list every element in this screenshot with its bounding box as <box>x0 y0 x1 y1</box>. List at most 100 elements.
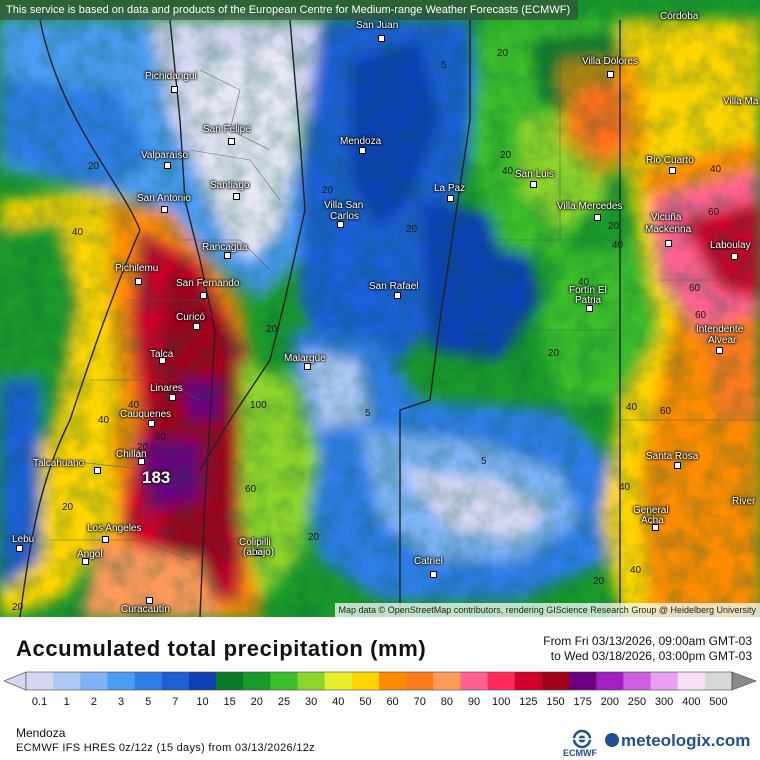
meteologix-brand[interactable]: meteologix.com <box>605 731 750 751</box>
city-label-san-felipe: San Felipe <box>203 124 251 135</box>
scale-swatch <box>161 672 190 690</box>
city-label-san-fernando: San Fernando <box>176 278 240 289</box>
city-label-pichilemu: Pichilemu <box>115 263 159 274</box>
city-marker <box>430 571 437 578</box>
city-marker <box>716 347 723 354</box>
contour-label: 5 <box>441 60 447 71</box>
city-label-santa-rosa: Santa Rosa <box>646 451 699 462</box>
scale-label: 30 <box>304 696 318 708</box>
city-marker <box>669 167 676 174</box>
city-marker <box>652 524 659 531</box>
map-attribution[interactable]: Map data © OpenStreetMap contributors, r… <box>334 603 760 617</box>
city-label-laboulaye: Laboulay <box>710 240 751 251</box>
city-marker <box>228 138 235 145</box>
scale-label: 10 <box>196 696 209 708</box>
city-marker <box>82 558 89 565</box>
contour-label: 5 <box>481 456 487 467</box>
precipitation-map[interactable]: This service is based on data and produc… <box>0 0 760 617</box>
scale-label: 150 <box>546 696 565 708</box>
contour-label: 20 <box>593 576 605 587</box>
city-marker <box>102 536 109 543</box>
contour-label: 60 <box>689 283 701 294</box>
city-label-villa-mercedes: Villa Mercedes <box>557 201 623 212</box>
scale-swatch <box>243 672 271 690</box>
city-marker <box>607 71 614 78</box>
city-marker <box>16 545 23 552</box>
city-label-villa-san: Villa San <box>324 200 364 211</box>
scale-swatch <box>623 672 652 690</box>
city-label-mackenna: Mackenna <box>645 224 692 235</box>
scale-label: 0.1 <box>31 696 48 708</box>
contour-label: 20 <box>406 224 418 235</box>
city-marker <box>171 86 178 93</box>
scale-swatch <box>433 672 461 690</box>
city-marker <box>394 292 401 299</box>
color-scale-bar <box>4 671 756 691</box>
scale-swatch <box>216 672 244 690</box>
city-label-patria: Patria <box>575 295 602 306</box>
scale-label: 100 <box>492 696 511 708</box>
city-label-talca: Talca <box>150 349 174 360</box>
city-label-san-luis: San Luis <box>515 169 554 180</box>
city-label-acha: Acha <box>641 515 664 526</box>
scale-label: 5 <box>145 696 152 708</box>
city-label-san-antonio: San Antonio <box>137 193 191 204</box>
scale-label: 15 <box>223 696 236 708</box>
city-marker <box>304 363 311 370</box>
scale-swatch <box>487 672 516 690</box>
contour-label: 20 <box>500 150 512 161</box>
coastline <box>19 19 141 617</box>
contour-label: 60 <box>708 207 720 218</box>
color-scale-labels: 0.1 1 2 3 5 7 10 15 20 25 30 40 50 60 70 80 90 100 125 150 1… <box>0 696 760 710</box>
scale-label: 400 <box>682 696 701 708</box>
city-marker <box>594 214 601 221</box>
city-label-rancagua: Rancagua <box>202 242 248 253</box>
contour-label: 40 <box>710 164 722 175</box>
city-marker <box>337 221 344 228</box>
scale-label: 1 <box>63 696 70 708</box>
contour-label: 100 <box>250 400 267 411</box>
contour-label: 60 <box>155 432 167 443</box>
contour-label: 20 <box>266 324 278 335</box>
city-label-lebu: Lebu <box>12 534 35 545</box>
scale-swatch <box>596 672 624 690</box>
city-label-los-angeles: Los Angeles <box>87 523 142 534</box>
contour-label: 20 <box>137 442 149 453</box>
city-marker <box>255 549 262 556</box>
scale-label: 70 <box>413 696 426 708</box>
city-label-villa-ma: Villa Ma <box>723 96 759 107</box>
model-info: ECMWF IFS HRES 0z/12z (15 days) from 03/… <box>16 742 315 754</box>
city-marker <box>138 458 145 465</box>
city-label-san-juan: San Juan <box>356 20 399 31</box>
city-marker <box>586 305 593 312</box>
contour-label: 20 <box>548 348 560 359</box>
city-label-angol: Angol <box>77 549 103 560</box>
city-marker <box>159 357 166 364</box>
contour-label: 40 <box>502 166 514 177</box>
city-marker <box>135 278 142 285</box>
contour-label: 20 <box>322 185 334 196</box>
scale-swatch <box>650 672 679 690</box>
meteologix-brand-text: meteologix.com <box>621 731 751 750</box>
city-label-cordoba: Córdoba <box>660 11 699 22</box>
scale-label: 7 <box>172 696 179 708</box>
ecmwf-notice: This service is based on data and produc… <box>0 0 579 20</box>
city-label-chillan: Chillán <box>116 449 147 460</box>
city-label-colipilli: Colipilli <box>239 537 271 548</box>
city-label-valparaiso: Valparaíso <box>141 150 189 161</box>
city-label-linares: Linares <box>150 383 183 394</box>
contour-label: 40 <box>98 415 110 426</box>
contour-label: 40 <box>626 402 638 413</box>
forecast-period: From Fri 03/13/2026, 09:00am GMT-03 to W… <box>543 634 752 664</box>
scale-label: 90 <box>467 696 481 708</box>
city-marker <box>447 195 454 202</box>
contour-label: 60 <box>695 310 707 321</box>
scale-swatch <box>460 672 489 690</box>
meteologix-icon <box>605 733 619 747</box>
scale-arrow-left <box>4 671 27 691</box>
contour-label: 40 <box>630 565 642 576</box>
scale-label: 500 <box>709 696 728 708</box>
period-from: From Fri 03/13/2026, 09:00am GMT-03 <box>543 634 752 648</box>
city-label-cauquenes: Cauquenes <box>120 409 172 420</box>
contour-label: 20 <box>88 161 100 172</box>
